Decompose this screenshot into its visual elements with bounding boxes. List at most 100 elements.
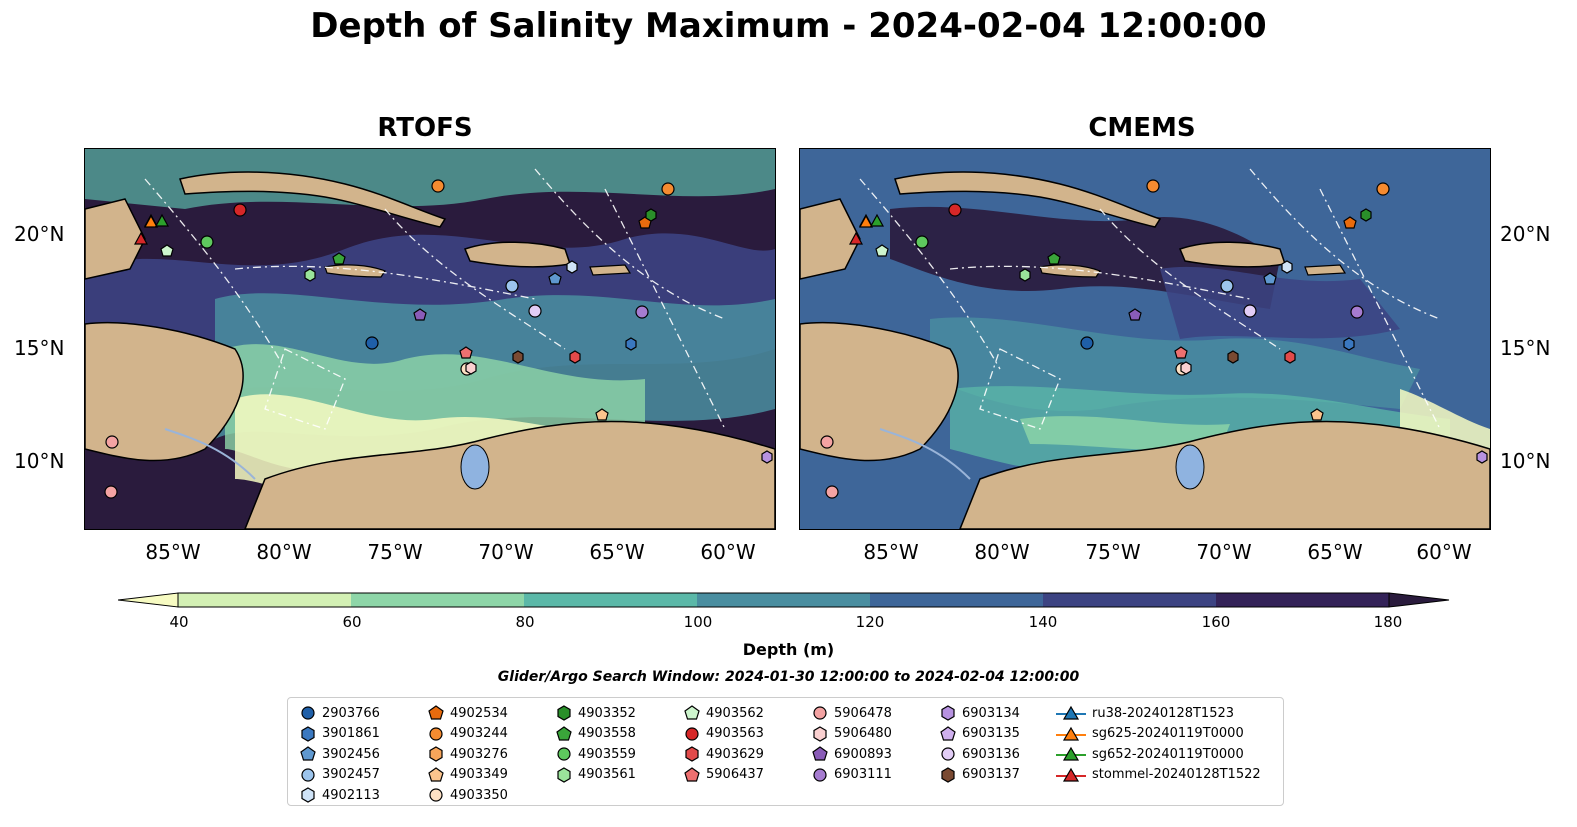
legend-item: 4902113 — [300, 786, 380, 804]
legend-item-label: 2903766 — [322, 705, 380, 721]
legend-item: 3901861 — [300, 725, 380, 743]
legend-marker-circle-icon — [813, 706, 827, 720]
legend-item: 4903350 — [428, 786, 508, 804]
colorbar-segment — [178, 593, 351, 607]
legend-marker-circle-icon — [429, 726, 443, 741]
colorbar-tick: 80 — [515, 613, 535, 631]
figure-title: Depth of Salinity Maximum - 2024-02-04 1… — [310, 6, 1267, 46]
legend-item-label: 3901861 — [322, 726, 380, 741]
lon-label-left-80: 80°W — [256, 540, 312, 564]
legend-marker-circle-icon — [429, 788, 443, 802]
colorbar-extend-low — [118, 592, 179, 608]
legend-item-label: sg652-20240119T0000 — [1092, 746, 1244, 762]
map-panel-cmems — [799, 148, 1491, 530]
colorbar-segment — [524, 593, 697, 607]
legend-marker-pentagon-icon — [684, 705, 700, 720]
lat-label-left-15: 15°N — [14, 336, 65, 360]
legend-item: 4903562 — [684, 704, 764, 722]
legend-marker-circle-icon — [301, 767, 315, 782]
legend-item-label: 5906478 — [834, 705, 892, 721]
colorbar-segment — [870, 593, 1043, 607]
legend-item: 4902534 — [428, 704, 508, 722]
legend-marker-circle-icon — [685, 726, 699, 741]
legend-item-label: 6903137 — [962, 767, 1020, 782]
lat-label-left-10: 10°N — [14, 449, 65, 473]
legend-item: 3902457 — [300, 766, 380, 784]
legend-marker-triangle-line-icon — [1056, 705, 1086, 720]
legend-marker-pentagon-icon — [684, 766, 700, 782]
legend-marker-circle-icon — [941, 747, 955, 761]
map-panel-rtofs — [84, 148, 776, 530]
colorbar-segment — [697, 593, 870, 607]
legend-item-label: 6900893 — [834, 746, 892, 762]
colorbar-tick: 40 — [169, 613, 189, 631]
legend-item-label: 4902113 — [322, 787, 380, 803]
colorbar-segment — [1216, 593, 1389, 607]
search-window-text: Glider/Argo Search Window: 2024-01-30 12… — [497, 669, 1080, 685]
legend-item-label: 4903349 — [450, 767, 508, 782]
legend-item: 6903135 — [940, 725, 1020, 743]
legend-item-label: 3902456 — [322, 746, 380, 762]
lat-label-right-20: 20°N — [1500, 222, 1551, 246]
legend-item: 4903558 — [556, 725, 636, 743]
legend-item-label: ru38-20240128T1523 — [1092, 705, 1235, 721]
legend-item-label: 5906480 — [834, 726, 892, 741]
legend-item-label: 4903559 — [578, 746, 636, 762]
legend-item-label: 6903111 — [834, 767, 892, 782]
legend-item: 4903352 — [556, 704, 636, 722]
legend-item: sg652-20240119T0000 — [1056, 745, 1244, 763]
legend-marker-hexagon-icon — [301, 725, 315, 742]
lon-label-right-80: 80°W — [974, 540, 1030, 564]
colorbar — [118, 592, 1450, 608]
legend-marker-hexagon-icon — [429, 746, 443, 762]
colorbar-border — [177, 592, 1390, 608]
lat-label-right-10: 10°N — [1500, 449, 1551, 473]
legend-item-label: sg625-20240119T0000 — [1092, 726, 1244, 741]
lat-label-left-20: 20°N — [14, 222, 65, 246]
colorbar-label: Depth (m) — [742, 640, 835, 659]
legend-item-label: 4903276 — [450, 746, 508, 762]
lon-label-left-70: 70°W — [478, 540, 534, 564]
legend-marker-pentagon-icon — [300, 746, 316, 761]
legend-item-label: 4903244 — [450, 726, 508, 741]
legend: 2903766 3901861 3902456 3902457 4902113 49025… — [287, 697, 1284, 806]
legend-marker-circle-icon — [813, 767, 827, 782]
legend-item-label: 6903136 — [962, 746, 1020, 762]
legend-item-label: 3902457 — [322, 767, 380, 782]
colorbar-tick: 140 — [1028, 613, 1058, 631]
colorbar-tick: 160 — [1201, 613, 1231, 631]
legend-item: 6900893 — [812, 745, 892, 763]
legend-item: stommel-20240128T1522 — [1056, 766, 1261, 784]
legend-item-label: 4903561 — [578, 767, 636, 782]
legend-marker-hexagon-icon — [685, 746, 699, 762]
legend-item: 4903276 — [428, 745, 508, 763]
legend-marker-circle-icon — [557, 747, 571, 761]
lon-label-right-70: 70°W — [1196, 540, 1252, 564]
legend-marker-pentagon-icon — [940, 725, 956, 741]
legend-marker-pentagon-icon — [812, 746, 828, 761]
legend-item: 6903134 — [940, 704, 1020, 722]
legend-item-label: 4902534 — [450, 705, 508, 721]
legend-item-label: 5906437 — [706, 767, 764, 782]
colorbar-segment — [1043, 593, 1216, 607]
legend-marker-hexagon-icon — [557, 705, 571, 721]
legend-item: 4903349 — [428, 766, 508, 784]
colorbar-segment — [351, 593, 524, 607]
legend-marker-pentagon-icon — [428, 705, 444, 720]
legend-item: ru38-20240128T1523 — [1056, 704, 1234, 722]
colorbar-tick: 100 — [683, 613, 713, 631]
legend-item-label: 4903352 — [578, 705, 636, 721]
legend-item: 4903561 — [556, 766, 636, 784]
legend-item-label: 6903135 — [962, 726, 1020, 741]
legend-marker-hexagon-icon — [813, 725, 827, 742]
lon-label-right-65: 65°W — [1307, 540, 1363, 564]
legend-item: 6903137 — [940, 766, 1020, 784]
legend-item: 4903629 — [684, 745, 764, 763]
lon-label-left-75: 75°W — [367, 540, 423, 564]
legend-item: 4903244 — [428, 725, 508, 743]
legend-marker-hexagon-icon — [557, 766, 571, 783]
legend-item-label: 4903629 — [706, 746, 764, 762]
legend-item: 5906478 — [812, 704, 892, 722]
lon-label-right-85: 85°W — [863, 540, 919, 564]
legend-item-label: 4903563 — [706, 726, 764, 741]
